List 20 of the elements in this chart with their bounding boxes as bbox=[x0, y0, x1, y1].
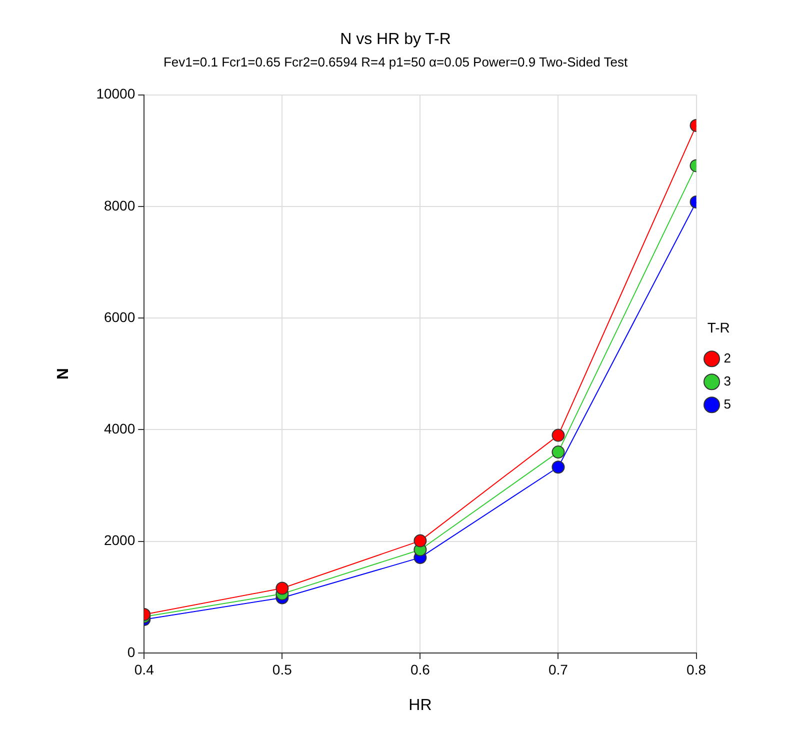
x-tick-label: 0.5 bbox=[272, 661, 292, 678]
x-tick-label: 0.7 bbox=[548, 661, 568, 678]
y-tick-label: 2000 bbox=[104, 532, 136, 548]
y-tick-label: 10000 bbox=[96, 86, 136, 102]
legend-label: 5 bbox=[724, 396, 732, 412]
y-tick-label: 6000 bbox=[104, 308, 136, 325]
x-tick-label: 0.8 bbox=[686, 661, 706, 678]
y-tick-label: 4000 bbox=[104, 420, 136, 437]
legend-title: T-R bbox=[707, 319, 730, 336]
x-tick-label: 0.4 bbox=[134, 661, 154, 678]
point bbox=[414, 534, 427, 548]
chart-title: N vs HR by T-R bbox=[340, 31, 451, 48]
x-tick-label: 0.6 bbox=[410, 661, 430, 678]
y-tick-label: 8000 bbox=[104, 197, 136, 214]
y-tick-label: 0 bbox=[127, 644, 136, 660]
y-axis-title: N bbox=[55, 368, 72, 380]
x-axis-title: HR bbox=[408, 696, 432, 714]
chart-subtitle: Fev1=0.1 Fcr1=0.65 Fcr2=0.6594 R=4 p1=50 α=0.05 Power=0.9 Two-Sided Test bbox=[163, 54, 628, 70]
legend-label: 2 bbox=[724, 350, 732, 366]
legend-label: 3 bbox=[724, 373, 732, 388]
